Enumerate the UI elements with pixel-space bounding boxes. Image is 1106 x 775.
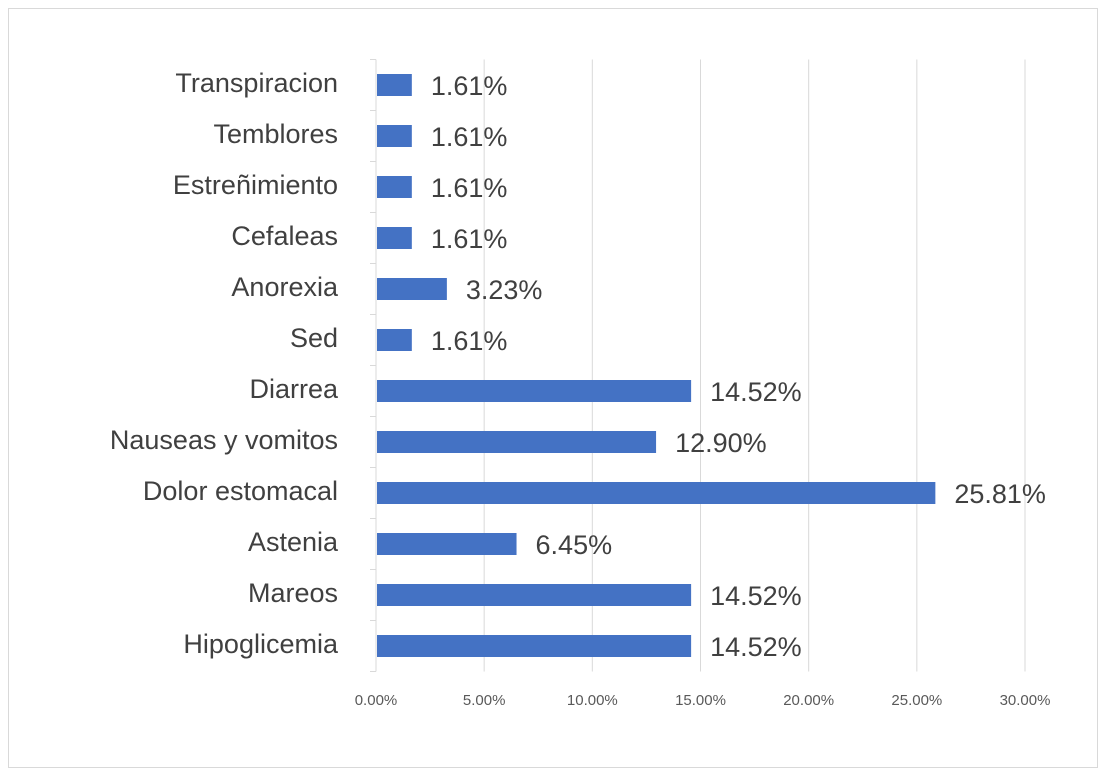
value-label: 25.81% xyxy=(954,479,1046,509)
bar xyxy=(377,431,657,453)
x-tick-label: 30.00% xyxy=(1000,692,1051,709)
y-tick-label: Sed xyxy=(290,323,338,353)
y-tick-label: Nauseas y vomitos xyxy=(110,425,338,455)
bar xyxy=(377,227,412,249)
value-label: 1.61% xyxy=(431,71,508,101)
y-tick-label: Astenia xyxy=(248,527,339,557)
value-label: 12.90% xyxy=(675,428,767,458)
bar xyxy=(377,176,412,198)
x-tick-label: 5.00% xyxy=(463,692,506,709)
value-label: 6.45% xyxy=(536,530,613,560)
bar xyxy=(377,380,692,402)
bar xyxy=(377,584,692,606)
bar xyxy=(377,278,447,300)
y-tick-label: Estreñimiento xyxy=(173,170,338,200)
y-tick-label: Cefaleas xyxy=(231,221,338,251)
value-label: 1.61% xyxy=(431,326,508,356)
bar xyxy=(377,329,412,351)
bar xyxy=(377,125,412,147)
x-tick-label: 15.00% xyxy=(675,692,726,709)
y-tick-label: Temblores xyxy=(213,119,338,149)
bar xyxy=(377,482,936,504)
value-label: 3.23% xyxy=(466,275,543,305)
value-label: 1.61% xyxy=(431,224,508,254)
y-tick-label: Mareos xyxy=(248,578,338,608)
x-tick-label: 20.00% xyxy=(783,692,834,709)
value-label: 1.61% xyxy=(431,173,508,203)
y-tick-label: Dolor estomacal xyxy=(143,476,338,506)
y-tick-label: Diarrea xyxy=(249,374,339,404)
value-label: 14.52% xyxy=(710,632,802,662)
y-tick-label: Transpiracion xyxy=(175,68,338,98)
bar xyxy=(377,533,517,555)
value-label: 1.61% xyxy=(431,122,508,152)
y-tick-label: Hipoglicemia xyxy=(183,629,339,659)
value-label: 14.52% xyxy=(710,581,802,611)
bar xyxy=(377,635,692,657)
bar xyxy=(377,74,412,96)
y-tick-label: Anorexia xyxy=(231,272,339,302)
value-label: 14.52% xyxy=(710,377,802,407)
x-tick-label: 10.00% xyxy=(567,692,618,709)
x-tick-label: 25.00% xyxy=(891,692,942,709)
x-tick-label: 0.00% xyxy=(355,692,398,709)
